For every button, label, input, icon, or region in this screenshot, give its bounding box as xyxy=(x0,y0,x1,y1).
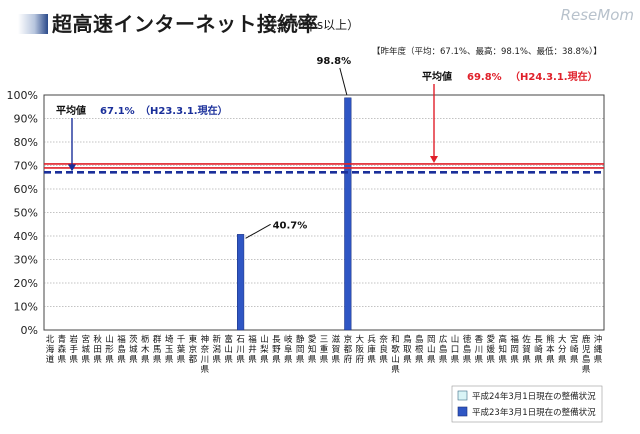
title-bar: 超高速インターネット接続率 （30Mbps以上） xyxy=(0,0,520,40)
y-tick-label: 40% xyxy=(14,230,38,243)
x-category-label: 石川県 xyxy=(236,335,245,365)
x-category-label: 茨城県 xyxy=(129,334,138,365)
x-category-label: 兵庫県 xyxy=(367,334,376,365)
x-category-label: 岩手県 xyxy=(70,334,79,365)
average-2012-label: 平均値 xyxy=(422,70,452,83)
legend-swatch-2011 xyxy=(457,406,468,417)
average-2012-note: （H24.3.1.現在） xyxy=(510,70,598,83)
y-tick-label: 100% xyxy=(7,89,38,102)
x-category-label: 大分県 xyxy=(558,334,567,365)
annotation-max-arrow xyxy=(339,67,348,95)
y-tick-label: 90% xyxy=(14,113,38,126)
average-2012-value: 69.8% xyxy=(467,72,502,83)
x-category-label: 長崎県 xyxy=(534,335,543,365)
average-2011-arrowhead xyxy=(68,164,76,172)
x-category-label: 沖縄県 xyxy=(594,334,603,365)
x-category-label: 静岡県 xyxy=(296,334,305,365)
y-tick-label: 70% xyxy=(14,160,38,173)
resemom-watermark: ReseMom xyxy=(560,6,634,24)
x-category-label: 群馬県 xyxy=(153,334,162,365)
x-category-label: 長野県 xyxy=(272,335,281,365)
chart-title: 超高速インターネット接続率 xyxy=(52,12,319,36)
x-category-label: 福井県 xyxy=(248,334,257,365)
x-category-label: 栃木県 xyxy=(141,334,150,365)
chart-subtitle: （30Mbps以上） xyxy=(264,18,360,32)
x-category-label: 宮城県 xyxy=(81,334,90,365)
y-tick-label: 50% xyxy=(14,207,38,220)
x-category-label: 香川県 xyxy=(475,334,484,365)
x-category-label: 北海道 xyxy=(46,335,55,365)
y-tick-label: 0% xyxy=(21,324,38,337)
x-category-label: 秋田県 xyxy=(93,334,102,365)
y-tick-label: 20% xyxy=(14,277,38,290)
x-category-label: 山形県 xyxy=(105,334,114,365)
x-category-label: 佐賀県 xyxy=(522,334,531,365)
x-category-label: 埼玉県 xyxy=(165,334,174,365)
legend-box xyxy=(451,385,603,423)
x-category-label: 大阪府 xyxy=(355,334,364,365)
x-category-label: 奈良県 xyxy=(379,334,388,365)
x-category-label: 岐阜県 xyxy=(284,334,293,365)
legend-label-2011: 平成23年3月1日現在の整備状況 xyxy=(472,407,596,418)
x-category-label: 島根県 xyxy=(415,334,424,365)
legend-label-2012: 平成24年3月1日現在の整備状況 xyxy=(472,391,596,402)
x-category-label: 熊本県 xyxy=(546,334,555,365)
x-category-label: 神奈川県 xyxy=(201,334,210,375)
x-category-label: 青森県 xyxy=(58,334,67,365)
average-2011-value: 67.1% xyxy=(100,106,135,117)
x-category-label: 滋賀県 xyxy=(332,334,341,365)
x-category-label: 福岡県 xyxy=(510,334,519,365)
x-category-label: 福島県 xyxy=(117,334,126,365)
x-category-label: 山梨県 xyxy=(260,334,269,365)
bar-2011 xyxy=(344,97,352,331)
average-2011-label: 平均値 xyxy=(56,104,86,117)
x-category-label: 京都府 xyxy=(344,334,353,365)
title-gradient-icon xyxy=(18,14,48,34)
average-2011-note: （H23.3.1.現在） xyxy=(140,104,228,117)
bar-2011 xyxy=(237,234,245,331)
x-category-label: 鹿児島県 xyxy=(582,334,591,375)
legend-swatch-2012 xyxy=(457,390,468,401)
x-category-label: 和歌山県 xyxy=(391,335,400,375)
x-category-label: 高知県 xyxy=(498,334,507,365)
x-category-label: 千葉県 xyxy=(177,334,186,365)
previous-year-note: 【昨年度（平均：67.1%、最高：98.1%、最低：38.8%）】 xyxy=(372,46,602,57)
y-tick-label: 60% xyxy=(14,183,38,196)
x-category-label: 愛媛県 xyxy=(487,334,496,365)
x-category-label: 宮崎県 xyxy=(570,334,579,365)
x-category-label: 徳島県 xyxy=(463,334,472,365)
y-tick-label: 30% xyxy=(14,254,38,267)
y-tick-label: 10% xyxy=(14,301,38,314)
annotation-max-value: 98.8% xyxy=(316,56,351,67)
x-category-label: 三重県 xyxy=(320,335,329,365)
annotation-min-value: 40.7% xyxy=(273,220,308,231)
x-category-label: 東京都 xyxy=(189,334,198,365)
x-category-label: 鳥取県 xyxy=(403,334,412,365)
annotation-min-arrow xyxy=(245,223,271,239)
x-category-label: 山口県 xyxy=(451,334,460,365)
x-category-label: 富山県 xyxy=(224,334,233,365)
x-category-label: 愛知県 xyxy=(308,334,317,365)
x-category-label: 岡山県 xyxy=(427,335,436,365)
y-tick-label: 80% xyxy=(14,136,38,149)
x-category-label: 広島県 xyxy=(439,334,448,365)
x-category-label: 新潟県 xyxy=(213,334,222,365)
average-2012-arrowhead xyxy=(430,155,438,163)
